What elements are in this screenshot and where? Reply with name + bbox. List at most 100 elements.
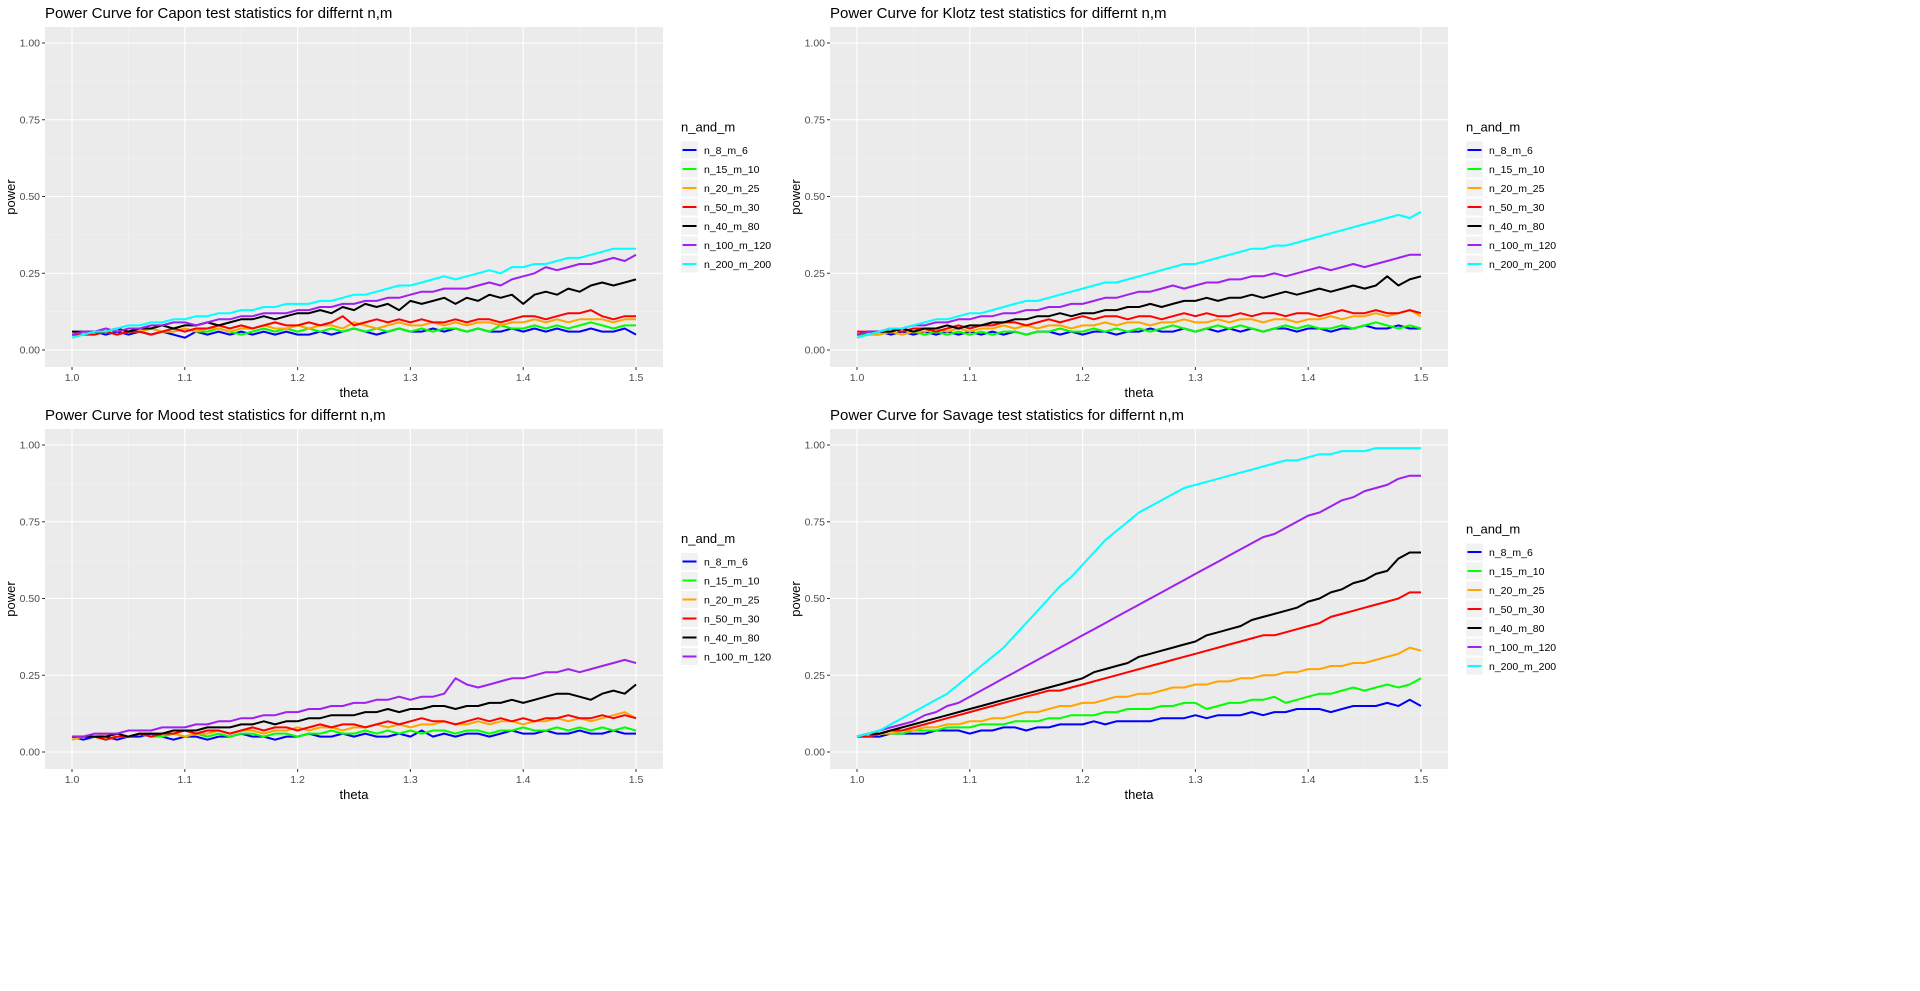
x-tick-label: 1.2 <box>290 774 305 786</box>
legend-item: n_50_m_30 <box>681 610 760 627</box>
x-tick-label: 1.5 <box>629 774 644 786</box>
legend-label: n_40_m_80 <box>1489 221 1545 233</box>
legend-item: n_20_m_25 <box>1466 179 1545 197</box>
series-line-n_15_m_10 <box>857 677 1422 738</box>
chart-title: Power Curve for Capon test statistics fo… <box>45 5 392 22</box>
legend-item: n_15_m_10 <box>1466 562 1545 580</box>
grid <box>830 27 1448 367</box>
series-line-n_200_m_200 <box>71 247 636 339</box>
y-tick-label: 0.00 <box>805 345 826 357</box>
series-line-n_15_m_10 <box>857 321 1422 336</box>
series-lines <box>71 658 637 741</box>
x-tick-label: 1.1 <box>962 372 977 384</box>
series-line-n_100_m_120 <box>856 474 1421 738</box>
y-tick-label: 0.00 <box>20 345 41 357</box>
series-line-n_40_m_80 <box>72 683 637 738</box>
series-line-n_20_m_25 <box>857 646 1422 738</box>
x-tick-label: 1.3 <box>403 372 418 384</box>
y-tick-label: 0.25 <box>805 670 826 682</box>
series-line-n_100_m_120 <box>71 253 637 336</box>
legend-label: n_40_m_80 <box>704 633 760 645</box>
legend-label: n_50_m_30 <box>1489 202 1545 214</box>
legend-label: n_40_m_80 <box>1489 623 1545 635</box>
x-tick-label: 1.5 <box>629 372 644 384</box>
legend-label: n_15_m_10 <box>1489 566 1545 578</box>
legend-item: n_40_m_80 <box>1466 217 1545 235</box>
legend-label: n_100_m_120 <box>704 240 771 252</box>
legend-item: n_8_m_6 <box>1466 141 1533 159</box>
chart-title: Power Curve for Savage test statistics f… <box>830 407 1184 424</box>
legend-label: n_200_m_200 <box>1489 259 1556 271</box>
series-line-n_200_m_200 <box>856 447 1421 738</box>
legend-item: n_8_m_6 <box>681 553 748 570</box>
legend-item: n_100_m_120 <box>1466 236 1556 254</box>
legend-label: n_8_m_6 <box>1489 547 1533 559</box>
x-tick-label: 1.4 <box>1301 372 1316 384</box>
legend-label: n_15_m_10 <box>704 164 760 176</box>
legend-label: n_8_m_6 <box>704 145 748 157</box>
legend-label: n_50_m_30 <box>1489 604 1545 616</box>
legend-label: n_40_m_80 <box>704 221 760 233</box>
y-tick-label: 0.75 <box>805 516 826 528</box>
y-tick-label: 1.00 <box>805 38 826 50</box>
y-tick-label: 0.75 <box>20 114 41 126</box>
legend-item: n_20_m_25 <box>1466 581 1545 599</box>
y-tick-label: 1.00 <box>805 440 826 452</box>
series-line-n_8_m_6 <box>71 729 636 741</box>
grid <box>45 27 663 367</box>
series-lines <box>856 210 1422 339</box>
y-tick-label: 1.00 <box>20 440 41 452</box>
x-axis-label: theta <box>1125 385 1155 400</box>
x-tick-label: 1.4 <box>516 372 531 384</box>
series-line-n_50_m_30 <box>857 591 1421 738</box>
legend-title: n_and_m <box>1466 120 1520 135</box>
legend-item: n_40_m_80 <box>1466 619 1545 637</box>
grid <box>45 429 663 769</box>
x-tick-label: 1.3 <box>1188 372 1203 384</box>
legend-item: n_50_m_30 <box>1466 600 1545 618</box>
x-tick-label: 1.2 <box>1075 774 1090 786</box>
x-tick-label: 1.0 <box>850 372 865 384</box>
x-tick-label: 1.2 <box>290 372 305 384</box>
series-line-n_200_m_200 <box>856 210 1422 339</box>
y-tick-label: 0.75 <box>20 516 41 528</box>
legend-item: n_50_m_30 <box>681 198 760 216</box>
y-axis-label: power <box>788 581 803 617</box>
legend: n_and_m n_8_m_6 n_15_m_10 n_20_m_25 n_50_m_3… <box>681 120 771 273</box>
x-tick-label: 1.2 <box>1075 372 1090 384</box>
legend: n_and_m n_8_m_6 n_15_m_10 n_20_m_25 n_50_m_3… <box>1466 522 1556 675</box>
legend-item: n_200_m_200 <box>1466 657 1556 675</box>
series-line-n_50_m_30 <box>72 309 636 336</box>
x-tick-label: 1.1 <box>177 372 192 384</box>
y-tick-label: 0.50 <box>805 593 826 605</box>
series-lines <box>71 247 637 339</box>
x-axis-label: theta <box>340 787 370 802</box>
y-tick-label: 0.50 <box>805 191 826 203</box>
x-tick-label: 1.1 <box>962 774 977 786</box>
legend-label: n_200_m_200 <box>1489 661 1556 673</box>
legend-item: n_15_m_10 <box>1466 160 1545 178</box>
chart-title: Power Curve for Klotz test statistics fo… <box>830 5 1167 22</box>
y-axis-label: power <box>3 581 18 617</box>
x-tick-label: 1.0 <box>65 774 80 786</box>
series-line-n_8_m_6 <box>857 698 1422 738</box>
x-tick-label: 1.5 <box>1414 774 1429 786</box>
y-tick-label: 0.25 <box>805 268 826 280</box>
x-tick-label: 1.5 <box>1414 372 1429 384</box>
chart-panel-3: Power Curve for Mood test statistics for… <box>3 407 771 802</box>
y-tick-label: 0.25 <box>20 268 41 280</box>
x-tick-label: 1.1 <box>177 774 192 786</box>
x-tick-label: 1.4 <box>1301 774 1316 786</box>
legend-item: n_15_m_10 <box>681 160 760 178</box>
legend: n_and_m n_8_m_6 n_15_m_10 n_20_m_25 n_50_m_3… <box>681 531 771 665</box>
legend-item: n_100_m_120 <box>681 236 771 254</box>
legend-label: n_20_m_25 <box>704 183 760 195</box>
legend-item: n_200_m_200 <box>681 255 771 273</box>
chart-title: Power Curve for Mood test statistics for… <box>45 407 386 424</box>
y-tick-label: 0.50 <box>20 593 41 605</box>
legend-label: n_100_m_120 <box>1489 240 1556 252</box>
legend-label: n_20_m_25 <box>1489 183 1545 195</box>
legend-label: n_100_m_120 <box>704 652 771 664</box>
legend-label: n_15_m_10 <box>704 576 760 588</box>
